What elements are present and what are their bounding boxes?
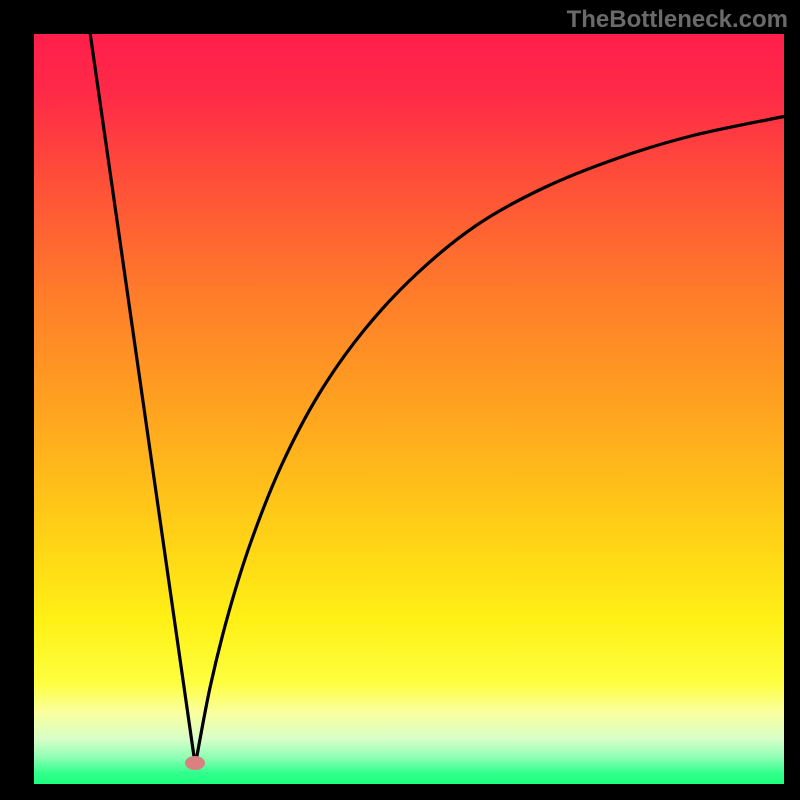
plot-area [34,34,784,784]
watermark-text: TheBottleneck.com [567,6,788,34]
chart-container: TheBottleneck.com [0,0,800,800]
